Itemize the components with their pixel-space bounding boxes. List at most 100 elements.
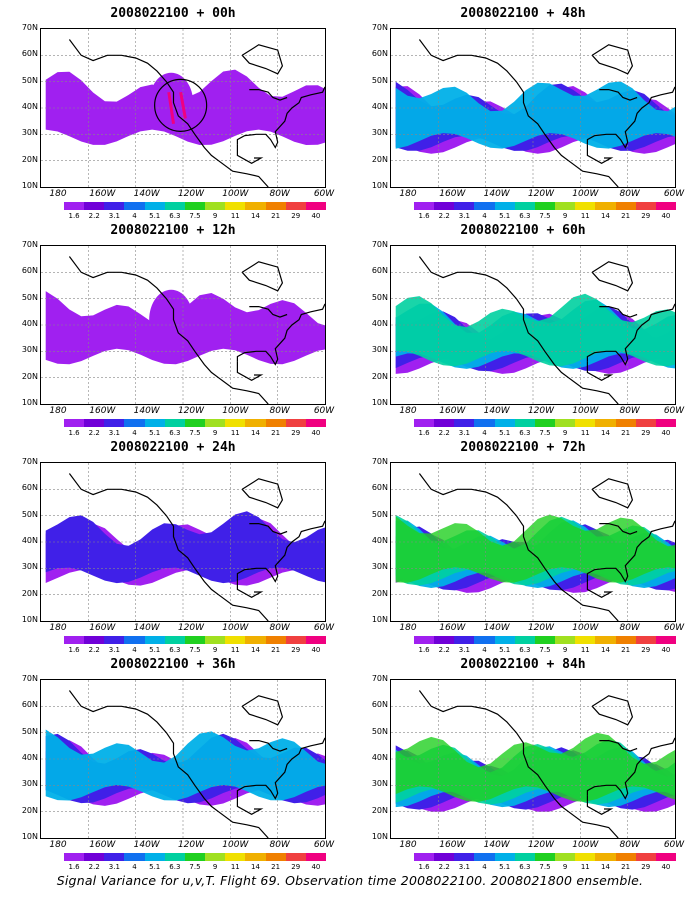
colorbar-label: 11 [230,863,240,871]
lat-label: 30N [371,779,388,789]
coastline [586,520,675,583]
coastline [249,523,288,535]
colorbar-swatch [285,636,306,644]
colorbar-label: 21 [621,429,631,437]
colorbar-swatch [635,419,656,427]
colorbar-swatch [494,853,515,861]
lon-label: 140W [483,840,510,850]
colorbar-label: 5.1 [149,863,161,871]
colorbar-label: 4 [482,429,487,437]
panel-title: 2008022100 + 00h [110,6,236,21]
colorbar-label: 6.3 [169,429,181,437]
colorbar [414,419,677,427]
colorbar-swatch [164,636,185,644]
colorbar-swatch [514,636,535,644]
panel-title: 2008022100 + 60h [460,223,586,238]
colorbar-swatch [285,202,306,210]
colorbar-swatch [64,202,85,210]
colorbar-label: 3.1 [108,212,120,220]
lat-label: 20N [21,154,38,164]
colorbar-label: 2.2 [438,863,450,871]
colorbar-label: 9 [212,646,218,654]
colorbar-swatch [414,636,435,644]
lon-label: 180 [49,189,67,199]
coastline [236,737,325,800]
lon-label: 140W [483,406,510,416]
lat-label: 60N [371,483,388,493]
lat-label: 50N [21,75,38,85]
colorbar-swatch [64,419,85,427]
colorbar-swatch [305,419,327,427]
signal-contour [395,732,675,802]
colorbar-label: 9 [212,429,218,437]
map-area [390,462,676,622]
colorbar [64,853,327,861]
lat-label: 50N [371,75,388,85]
colorbar-swatch [575,636,596,644]
colorbar-swatch [635,636,656,644]
lon-label: 80W [619,623,640,633]
lat-label: 60N [21,483,38,493]
lat-label: 70N [371,240,388,249]
lon-label: 100W [572,840,599,850]
colorbar-swatch [104,202,125,210]
lon-label: 160W [89,406,116,416]
colorbar-swatch [245,853,266,861]
lat-label: 50N [371,292,388,302]
lat-label: 20N [371,805,388,815]
lat-label: 70N [21,23,38,32]
colorbar-label: 1.6 [68,429,80,437]
colorbar-swatch [414,419,435,427]
colorbar-label: 3.1 [458,429,470,437]
colorbar-label: 7.5 [189,863,201,871]
colorbar-swatch [305,202,327,210]
colorbar-swatch [225,419,246,427]
colorbar-label: 5.1 [149,212,161,220]
lon-label: 120W [177,406,205,416]
colorbar-swatch [555,853,576,861]
coastline [241,695,284,726]
coastline [586,737,675,800]
coastline [249,740,288,752]
colorbar-ticks: 1.6 2.2 3.1 4 5.1 6.3 7.5 9 11 14 21 29 40 [64,646,326,656]
colorbar-swatch [84,853,105,861]
colorbar-swatch [305,853,327,861]
coastline [418,690,619,838]
colorbar-swatch [144,202,165,210]
coastline [236,795,264,815]
colorbar-swatch [655,636,677,644]
colorbar-label: 11 [580,212,590,220]
coastline [418,256,619,404]
lat-label: 40N [21,536,38,545]
coastline [586,795,614,815]
lon-label: 80W [269,406,290,416]
coastline [591,695,634,726]
colorbar-swatch [555,419,576,427]
coastline [241,44,284,75]
colorbar-swatch [245,202,266,210]
colorbar-swatch [635,202,656,210]
coastline [591,44,634,75]
lon-label: 140W [133,189,160,199]
lon-label: 140W [133,623,160,633]
colorbar-swatch [124,202,145,210]
colorbar-swatch [595,636,616,644]
colorbar-label: 9 [212,863,218,871]
colorbar-label: 4 [482,646,487,654]
colorbar-swatch [434,202,455,210]
colorbar-swatch [615,853,636,861]
colorbar-label: 14 [250,863,260,871]
colorbar-swatch [454,202,475,210]
colorbar-swatch [305,636,327,644]
colorbar-swatch [534,853,556,861]
lon-label: 140W [133,840,160,850]
lon-label: 60W [313,189,335,199]
lat-label: 20N [371,371,388,381]
colorbar-label: 14 [250,646,260,654]
colorbar-swatch [64,853,85,861]
lat-label: 70N [371,674,388,683]
map-panel: 2008022100 + 72h 70N 60N 50N 40N 30N 20N 10N 180… [358,440,688,654]
colorbar-swatch [144,636,165,644]
colorbar-label: 11 [580,646,590,654]
colorbar-label: 9 [562,646,568,654]
